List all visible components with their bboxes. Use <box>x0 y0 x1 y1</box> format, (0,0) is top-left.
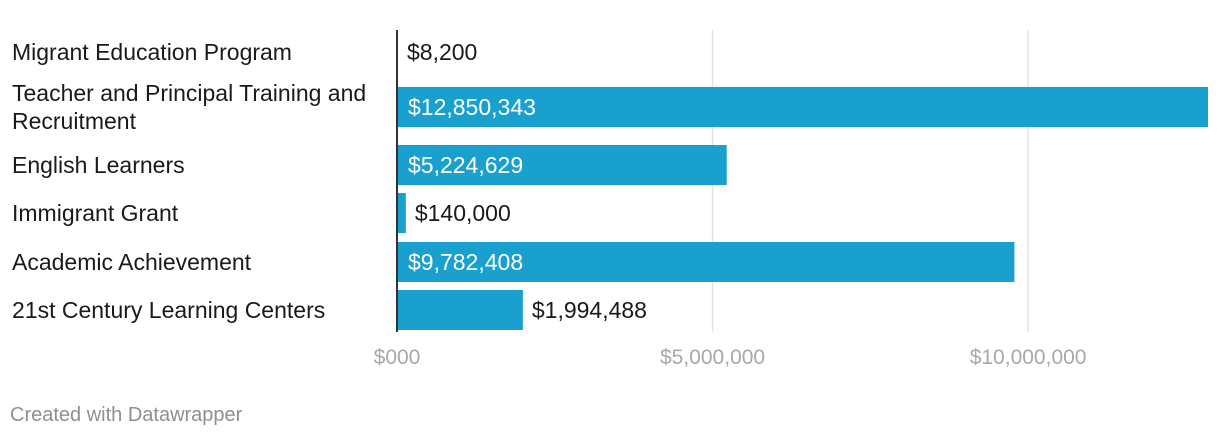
category-label: English Learners <box>12 152 185 178</box>
category-labels: Migrant Education Program Teacher and Pri… <box>12 39 366 323</box>
bar <box>397 193 406 233</box>
category-label: Teacher and Principal Training and <box>12 80 366 106</box>
category-label: Academic Achievement <box>12 249 252 275</box>
value-label: $9,782,408 <box>408 249 523 275</box>
value-label: $140,000 <box>415 200 511 226</box>
value-labels: $8,200 $12,850,343 $5,224,629 $140,000 $9,78… <box>407 39 647 323</box>
bar <box>397 87 1208 127</box>
category-label: 21st Century Learning Centers <box>12 297 325 323</box>
x-axis-ticks: $000 $5,000,000 $10,000,000 <box>374 346 1087 369</box>
value-label: $5,224,629 <box>408 152 523 178</box>
datawrapper-credit: Created with Datawrapper <box>10 404 243 426</box>
x-tick-label: $10,000,000 <box>970 346 1087 369</box>
value-label: $12,850,343 <box>408 94 536 120</box>
bar <box>397 145 727 185</box>
category-label: Migrant Education Program <box>12 39 292 65</box>
bars-layer <box>397 32 1208 330</box>
grid-layer <box>711 30 1029 332</box>
bar <box>397 290 523 330</box>
bar <box>397 242 1015 282</box>
category-label: Immigrant Grant <box>12 200 179 226</box>
bar-chart: Migrant Education Program Teacher and Pri… <box>12 30 1208 369</box>
category-label: Recruitment <box>12 108 137 134</box>
value-label: $1,994,488 <box>532 297 647 323</box>
x-tick-label: $000 <box>374 346 421 369</box>
value-label: $8,200 <box>407 39 477 65</box>
x-tick-label: $5,000,000 <box>660 346 765 369</box>
